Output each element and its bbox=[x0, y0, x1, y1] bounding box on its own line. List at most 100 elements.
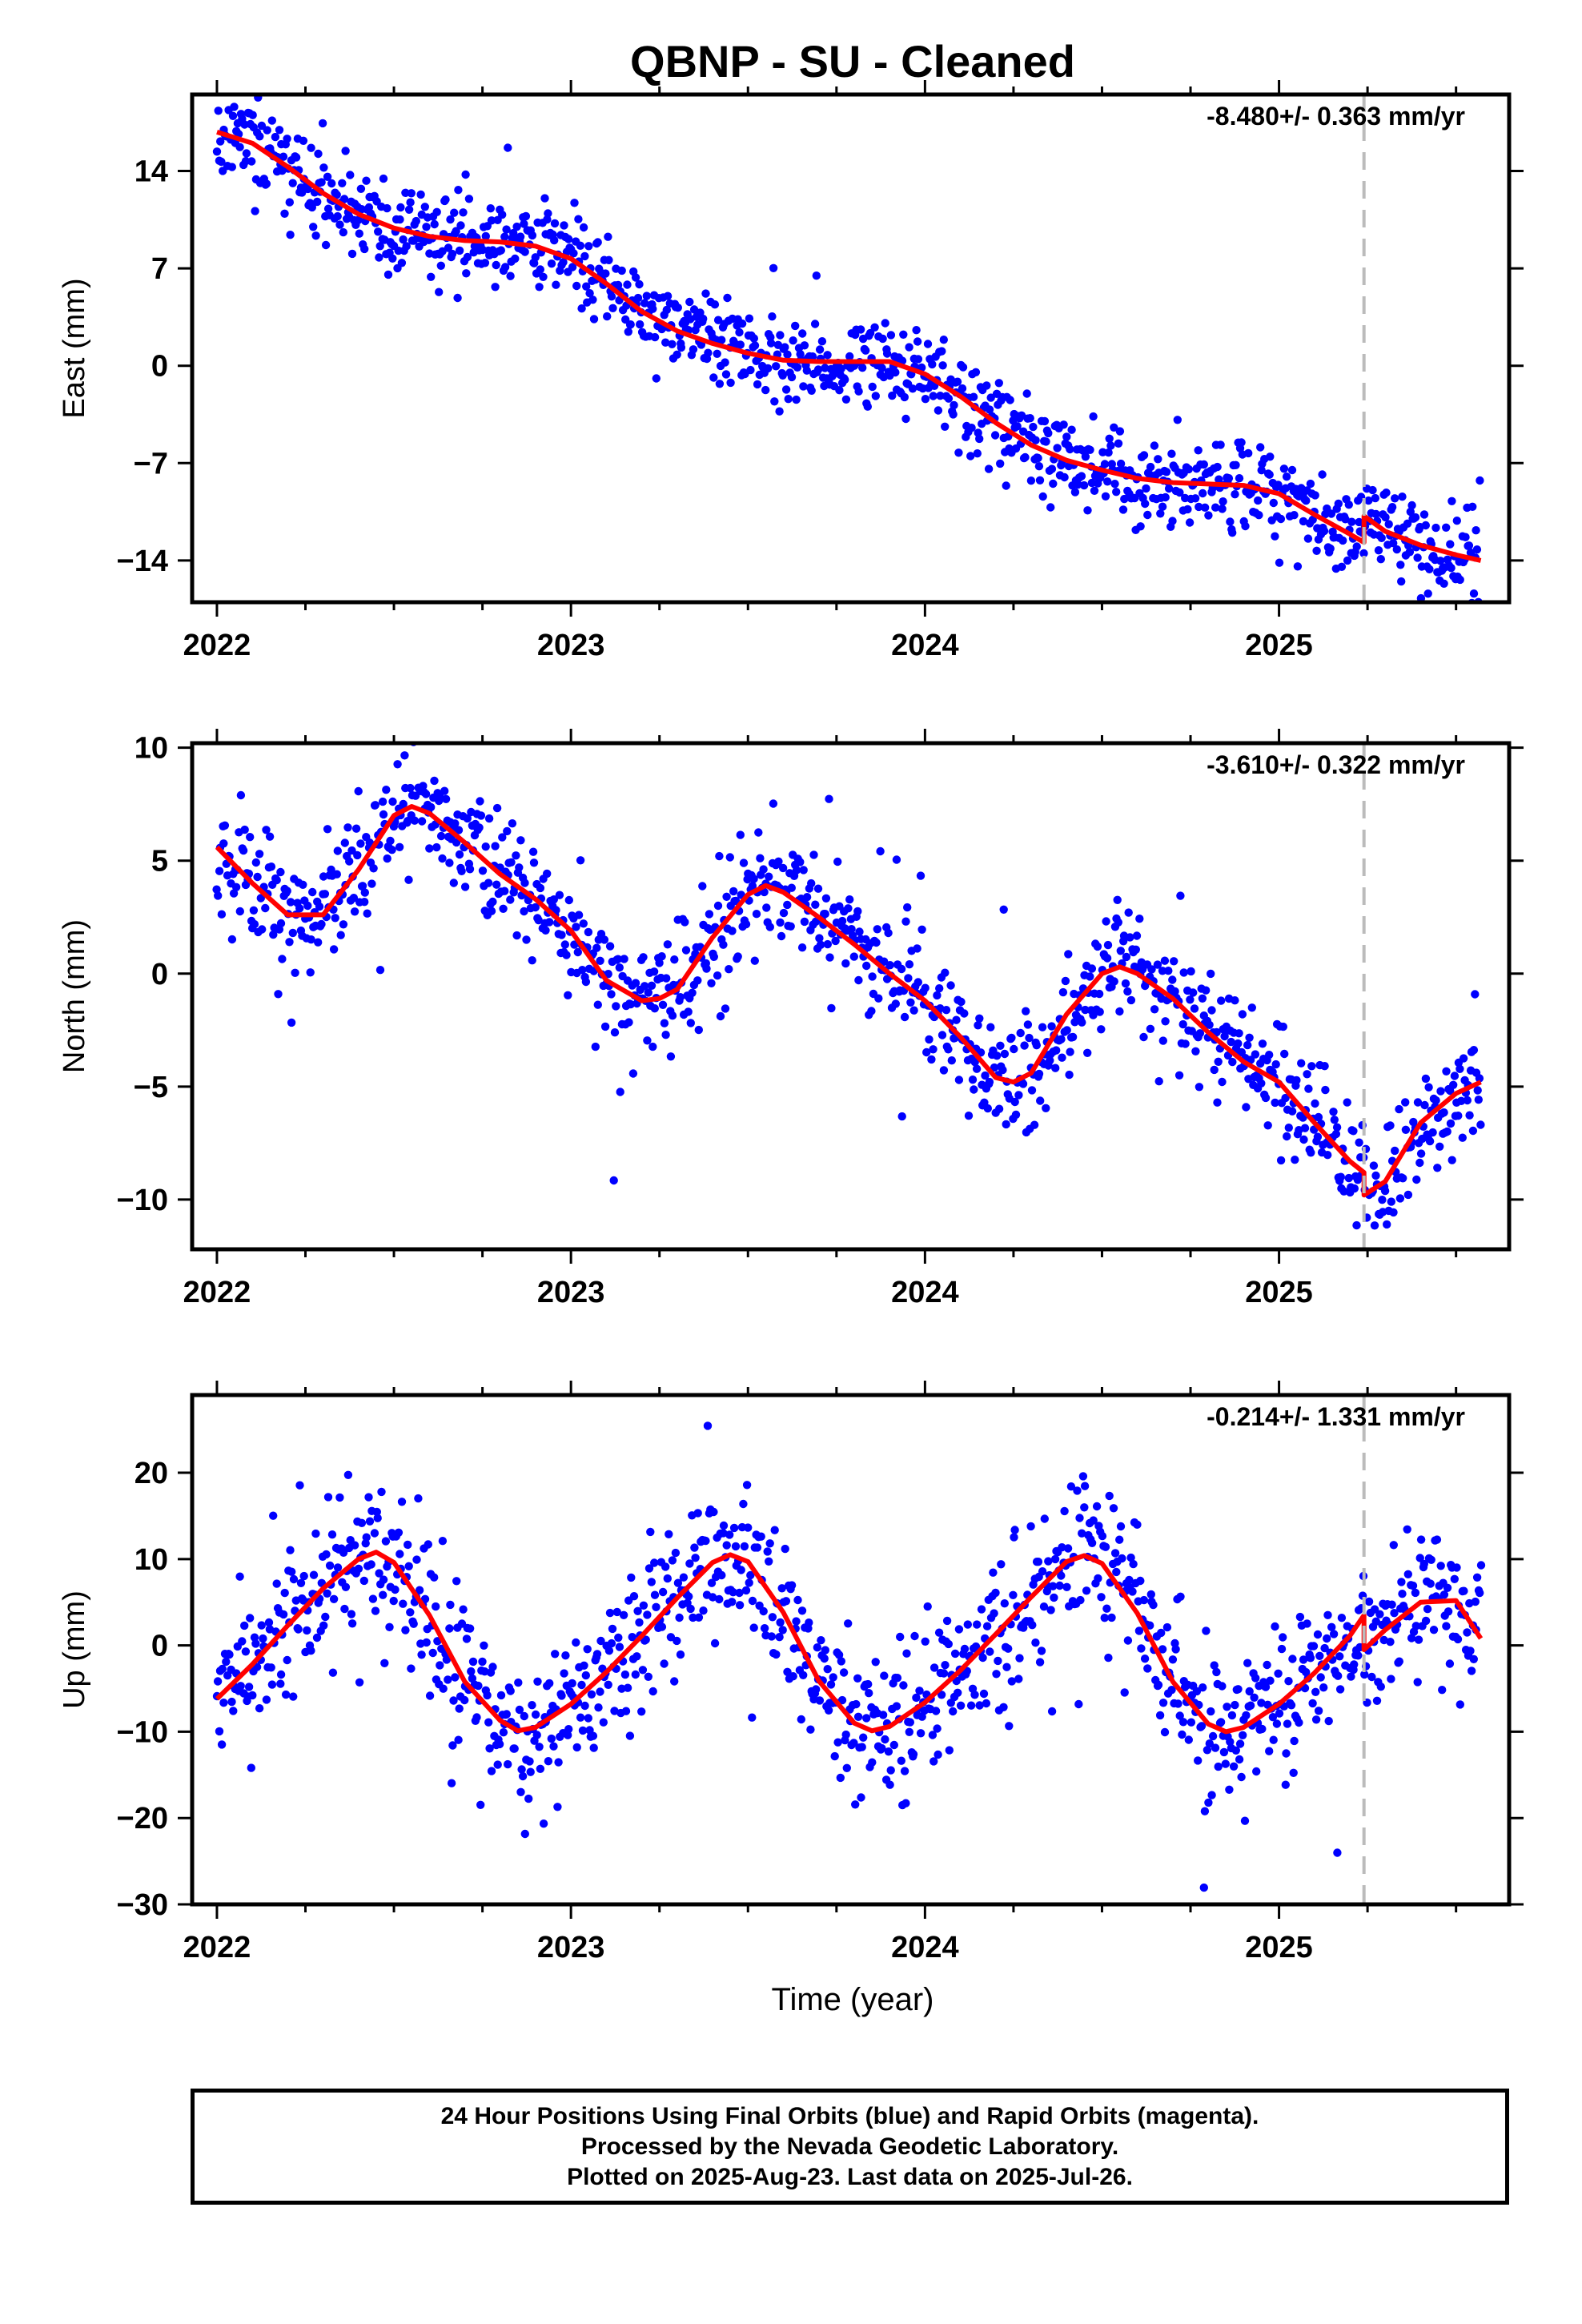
data-point bbox=[540, 194, 549, 203]
data-point bbox=[663, 1574, 672, 1583]
data-point bbox=[728, 927, 737, 935]
data-point bbox=[492, 803, 502, 813]
data-point bbox=[329, 1594, 339, 1604]
plot-frame bbox=[190, 741, 1512, 1252]
data-point bbox=[1299, 1135, 1308, 1144]
data-point bbox=[419, 782, 428, 790]
data-point bbox=[250, 919, 259, 929]
data-point bbox=[1339, 536, 1347, 545]
data-point bbox=[343, 823, 352, 832]
data-point bbox=[723, 293, 732, 303]
data-point bbox=[235, 907, 244, 916]
data-point bbox=[1463, 1628, 1472, 1637]
data-point bbox=[227, 163, 236, 171]
data-point bbox=[1398, 1590, 1407, 1598]
data-point bbox=[862, 1714, 871, 1723]
data-point bbox=[1414, 1635, 1423, 1644]
data-point bbox=[370, 1529, 379, 1538]
data-point bbox=[1157, 1628, 1166, 1638]
data-point bbox=[1112, 1567, 1121, 1577]
data-point bbox=[1299, 517, 1308, 526]
data-point bbox=[1184, 1735, 1194, 1744]
data-point bbox=[1210, 1661, 1219, 1670]
data-point bbox=[356, 839, 365, 848]
data-point bbox=[827, 1003, 836, 1013]
data-point bbox=[1460, 1586, 1468, 1595]
data-point bbox=[1263, 1121, 1272, 1130]
data-point bbox=[1389, 1541, 1399, 1550]
data-point bbox=[798, 329, 807, 338]
data-point bbox=[375, 1569, 383, 1578]
data-point bbox=[679, 1573, 689, 1582]
data-point bbox=[881, 1735, 889, 1744]
data-point bbox=[303, 184, 312, 194]
data-point bbox=[772, 1650, 781, 1659]
data-point bbox=[516, 232, 525, 241]
data-point bbox=[1386, 1638, 1395, 1647]
data-point bbox=[1074, 1699, 1083, 1709]
y-tick-label: 7 bbox=[151, 252, 168, 286]
data-point bbox=[216, 137, 225, 146]
data-point bbox=[279, 1610, 288, 1619]
data-point bbox=[1396, 561, 1405, 569]
data-point bbox=[739, 858, 749, 867]
data-point bbox=[885, 961, 894, 970]
data-point bbox=[462, 1634, 472, 1643]
data-point bbox=[985, 1077, 994, 1087]
data-point bbox=[833, 857, 842, 866]
data-point bbox=[539, 272, 548, 281]
data-point bbox=[1227, 1037, 1235, 1047]
data-point bbox=[383, 203, 391, 213]
data-point bbox=[752, 910, 761, 919]
data-point bbox=[1416, 593, 1426, 602]
data-point bbox=[893, 1674, 902, 1683]
data-point bbox=[449, 1696, 458, 1705]
data-point bbox=[1216, 440, 1225, 449]
data-point bbox=[555, 891, 564, 899]
data-point bbox=[1352, 1220, 1361, 1230]
data-point bbox=[333, 846, 342, 855]
data-point bbox=[1181, 1039, 1190, 1048]
data-point bbox=[520, 219, 528, 228]
data-point bbox=[554, 1758, 563, 1767]
data-point bbox=[731, 1542, 741, 1551]
data-point bbox=[219, 1699, 228, 1707]
data-point bbox=[688, 988, 697, 998]
data-point bbox=[1191, 1047, 1200, 1056]
data-point bbox=[1284, 1124, 1294, 1132]
data-point bbox=[972, 1064, 982, 1073]
data-point bbox=[520, 1711, 528, 1721]
data-point bbox=[307, 143, 315, 152]
data-point bbox=[841, 1730, 850, 1739]
data-point bbox=[1112, 488, 1121, 497]
data-point bbox=[837, 1695, 847, 1705]
data-point bbox=[267, 1680, 277, 1689]
data-point bbox=[982, 381, 991, 390]
y-tick-label: 10 bbox=[135, 1543, 168, 1577]
data-point bbox=[837, 916, 847, 926]
data-point bbox=[941, 968, 950, 977]
data-point bbox=[877, 1743, 886, 1753]
data-point bbox=[1080, 1482, 1090, 1490]
data-point bbox=[717, 336, 726, 344]
data-point bbox=[661, 1031, 670, 1039]
data-point bbox=[506, 1687, 515, 1695]
data-point bbox=[1403, 1570, 1413, 1579]
data-point bbox=[1199, 1883, 1209, 1892]
data-point bbox=[984, 464, 994, 473]
data-point bbox=[1398, 493, 1407, 501]
data-point bbox=[1428, 1128, 1437, 1137]
data-point bbox=[1102, 954, 1112, 963]
data-point bbox=[256, 894, 265, 903]
data-point bbox=[750, 341, 760, 350]
data-point bbox=[250, 1633, 259, 1642]
data-point bbox=[420, 1594, 430, 1604]
data-point bbox=[1029, 422, 1038, 432]
data-point bbox=[276, 867, 285, 877]
data-point bbox=[1002, 1663, 1011, 1671]
data-point bbox=[1031, 436, 1040, 444]
data-point bbox=[778, 371, 787, 380]
data-point bbox=[1311, 1715, 1321, 1724]
data-point bbox=[1126, 995, 1136, 1005]
data-point bbox=[1439, 1590, 1449, 1599]
